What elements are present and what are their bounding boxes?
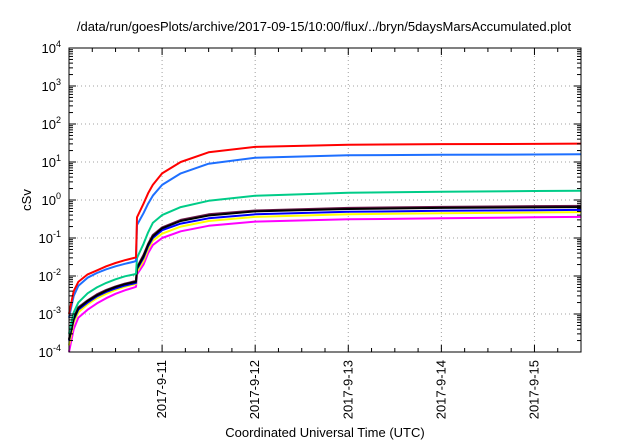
series-line-6: [68, 189, 582, 335]
series-line-3: [68, 208, 582, 341]
series-line-1: [68, 215, 582, 353]
y-tick-label: 102: [42, 115, 61, 132]
series-line-7: [68, 153, 582, 318]
x-axis-label: Coordinated Universal Time (UTC): [225, 425, 424, 440]
y-tick-label: 10-2: [39, 267, 61, 284]
series-line-5: [68, 206, 582, 341]
series-group: [68, 142, 582, 353]
y-tick-label: 10-3: [39, 305, 61, 322]
x-tick-label: 2017-9-15: [526, 360, 541, 419]
y-tick-label: 10-4: [39, 343, 61, 360]
x-ticks: 2017-9-11 2017-9-12 2017-9-13 2017-9-14 2017…: [91, 48, 582, 419]
y-ticks: 10-4 10-3 10-2 10-1 100 101 102 103 104: [39, 39, 581, 360]
x-tick-label: 2017-9-13: [340, 360, 355, 419]
x-tick-label: 2017-9-11: [154, 360, 169, 418]
grid: [69, 48, 581, 352]
series-line-4: [68, 204, 582, 340]
y-tick-label: 101: [42, 153, 61, 170]
y-tick-label: 104: [42, 39, 61, 56]
series-line-8: [68, 142, 582, 315]
chart-title: /data/run/goesPlots/archive/2017-09-15/1…: [77, 19, 572, 34]
x-tick-label: 2017-9-14: [433, 360, 448, 419]
y-tick-label: 100: [42, 191, 61, 208]
series-line-2: [68, 211, 582, 346]
y-tick-label: 103: [42, 77, 61, 94]
y-tick-label: 10-1: [39, 229, 61, 246]
y-axis-label: cSv: [19, 189, 34, 211]
x-tick-label: 2017-9-12: [247, 360, 262, 419]
